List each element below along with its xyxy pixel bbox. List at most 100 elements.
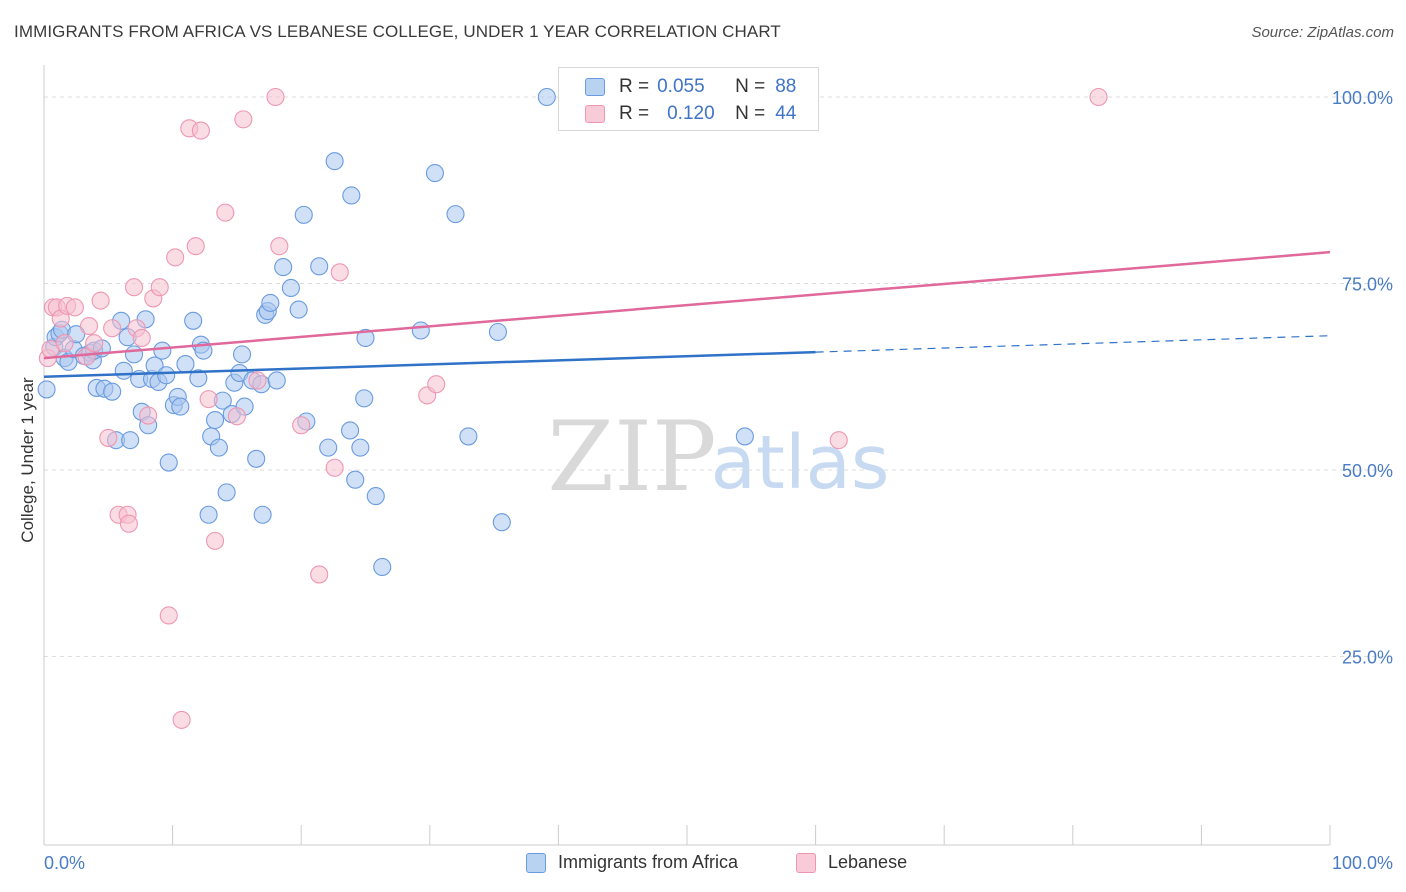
lebanese-point <box>119 514 138 533</box>
africa-point <box>199 505 218 524</box>
africa-point <box>232 345 252 364</box>
africa-trend-line <box>43 350 816 378</box>
lebanese-point <box>227 407 246 426</box>
africa-point <box>425 164 444 183</box>
lebanese-point <box>266 87 285 107</box>
africa-point <box>157 366 176 385</box>
africa-point <box>537 87 556 107</box>
africa-point <box>247 449 266 468</box>
lebanese-point <box>310 565 329 584</box>
lebanese-point <box>85 334 104 353</box>
lebanese-point <box>191 121 210 140</box>
africa-point <box>176 355 195 374</box>
lebanese-point <box>132 328 151 348</box>
africa-r-label: R = <box>619 76 650 97</box>
legend-row-africa: R = 0.055 N = 88 <box>585 75 796 99</box>
africa-point <box>274 258 293 277</box>
africa-point <box>189 369 208 388</box>
lebanese-point <box>150 278 169 297</box>
lebanese-point <box>330 263 349 282</box>
lebanese-point <box>159 606 178 625</box>
africa-point <box>289 300 308 319</box>
lebanese-trend-line <box>43 250 1331 360</box>
lebanese-point <box>216 203 235 222</box>
lebanese-point <box>55 334 74 353</box>
africa-point <box>171 397 190 416</box>
africa-point <box>346 470 365 489</box>
x-tick-labels: 0.0% 100.0% <box>44 853 1393 873</box>
africa-point <box>351 438 370 457</box>
africa-point <box>209 438 228 457</box>
africa-point <box>319 438 338 457</box>
africa-point <box>342 186 361 205</box>
data-points <box>37 87 1108 729</box>
africa-point <box>261 293 280 312</box>
x-tick-label: 0.0% <box>44 853 85 873</box>
lebanese-point <box>166 248 185 267</box>
lebanese-point <box>325 458 344 477</box>
lebanese-point <box>79 316 99 336</box>
axes <box>43 65 1331 846</box>
lebanese-point <box>199 390 218 409</box>
africa-point <box>267 371 286 390</box>
africa-point <box>366 487 385 506</box>
africa-point <box>446 205 465 224</box>
africa-point <box>159 453 178 472</box>
y-tick-label: 100.0% <box>1332 88 1393 108</box>
bottom-legend-lebanese: Lebanese <box>796 852 907 873</box>
africa-point <box>325 152 344 171</box>
africa-n-value: 88 <box>775 76 797 97</box>
africa-point <box>341 421 360 440</box>
y-tick-label: 75.0% <box>1342 275 1393 295</box>
africa-trend-extension <box>815 335 1331 353</box>
africa-point <box>735 427 754 446</box>
lebanese-point <box>124 278 144 297</box>
lebanese-point <box>292 416 311 435</box>
africa-point <box>355 389 374 408</box>
lebanese-point <box>65 298 84 317</box>
africa-point <box>114 361 133 380</box>
lebanese-point <box>234 110 253 129</box>
lebanese-point <box>91 291 110 310</box>
africa-point <box>103 382 122 401</box>
y-tick-label: 50.0% <box>1342 461 1393 481</box>
africa-point <box>184 311 203 330</box>
africa-point <box>356 328 375 348</box>
chart-title: IMMIGRANTS FROM AFRICA VS LEBANESE COLLE… <box>14 22 781 41</box>
lebanese-point <box>186 237 205 256</box>
africa-n-label: N = <box>735 76 766 97</box>
africa-point <box>488 322 508 342</box>
lebanese-point <box>77 347 96 366</box>
y-tick-label: 25.0% <box>1342 648 1393 668</box>
y-tick-labels: 25.0% 50.0% 75.0% 100.0% <box>1332 88 1393 668</box>
y-axis-label: College, Under 1 year <box>18 377 37 543</box>
lebanese-point <box>139 406 158 425</box>
africa-point <box>217 483 236 502</box>
watermark-zip: ZIP <box>547 401 716 513</box>
lebanese-r-label: R = <box>619 103 650 124</box>
lebanese-point <box>99 428 118 447</box>
lebanese-n-label: N = <box>735 103 766 124</box>
africa-point <box>459 427 478 446</box>
africa-point <box>37 380 56 399</box>
lebanese-n-value: 44 <box>775 103 797 124</box>
lebanese-r-value: 0.120 <box>667 103 715 124</box>
lebanese-point <box>1089 87 1108 107</box>
bottom-lebanese-label: Lebanese <box>828 852 908 872</box>
africa-point <box>492 513 511 532</box>
lebanese-point <box>427 375 446 394</box>
africa-r-value: 0.055 <box>657 76 705 97</box>
lebanese-point <box>103 319 122 338</box>
africa-point <box>124 345 144 364</box>
lebanese-point <box>248 371 267 390</box>
lebanese-point <box>172 710 191 729</box>
x-tick-label: 100.0% <box>1332 853 1393 873</box>
africa-point <box>153 341 172 360</box>
africa-point <box>373 557 392 577</box>
lebanese-point <box>829 431 848 450</box>
africa-point <box>205 410 225 430</box>
lebanese-swatch <box>585 105 605 123</box>
stats-legend: R = 0.055 N = 88 R = 0.120 N = 44 <box>558 67 819 131</box>
africa-swatch <box>585 78 605 96</box>
